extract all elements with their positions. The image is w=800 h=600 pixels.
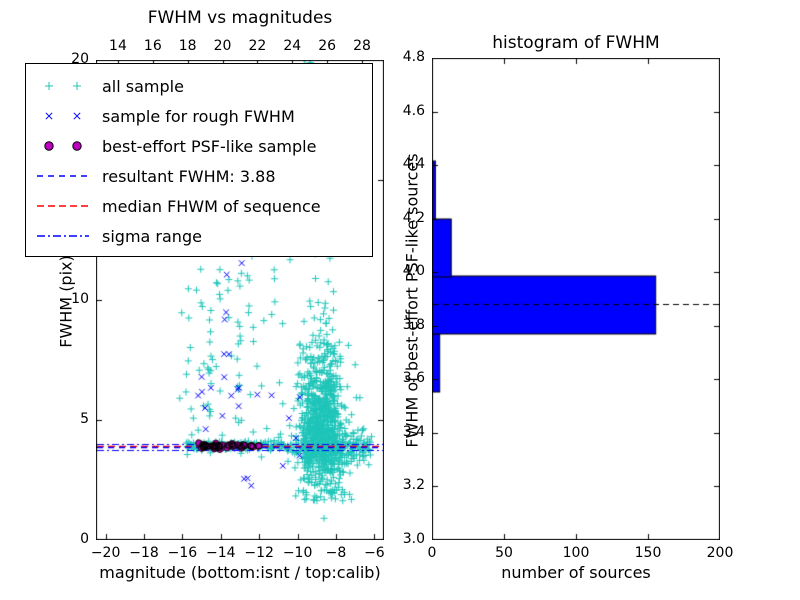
scatter-x-top-tick-label: 24 (283, 38, 302, 54)
histogram-y-tick-label: 4.8 (402, 49, 425, 65)
histogram-y-tick-label: 3.8 (402, 316, 425, 333)
scatter-x-bottom-tick-label: −18 (129, 545, 159, 561)
legend-item: sample for rough FWHM (34, 101, 372, 131)
legend-label: best-effort PSF-like sample (102, 136, 317, 156)
histogram-canvas (432, 58, 720, 540)
legend-item: sigma range (34, 221, 372, 251)
histogram-xaxis-label: number of sources (501, 563, 651, 582)
histogram-x-tick-label: 0 (427, 545, 437, 561)
line-style-icon (37, 175, 89, 177)
plus-marker-icon (45, 82, 81, 90)
legend-label: sigma range (102, 226, 202, 246)
legend-label: median FHWM of sequence (102, 196, 321, 216)
legend-label: all sample (102, 76, 184, 96)
histogram-y-tick-label: 4.4 (402, 156, 425, 173)
line-style-icon (37, 205, 89, 207)
histogram-y-tick-label: 3.4 (402, 423, 425, 440)
scatter-x-top-tick-label: 18 (178, 38, 197, 54)
histogram-yaxis-label: FWHM of best-effort PSF-like sources (402, 153, 422, 448)
scatter-x-top-tick-label: 28 (353, 38, 371, 54)
legend-item: resultant FWHM: 3.88 (34, 161, 372, 191)
scatter-x-top-tick-label: 16 (143, 38, 162, 54)
histogram-x-tick-label: 100 (562, 545, 590, 561)
histogram-y-tick-label: 3.0 (402, 531, 425, 547)
scatter-x-top-tick-label: 20 (213, 38, 232, 54)
line-style-icon (37, 235, 89, 237)
circle-marker-icon (44, 141, 82, 151)
histogram-title: histogram of FWHM (492, 33, 660, 53)
scatter-x-top-tick-label: 22 (248, 38, 267, 54)
scatter-x-bottom-tick-label: −10 (282, 545, 313, 561)
scatter-x-bottom-tick-label: −20 (90, 545, 121, 561)
histogram-y-tick-label: 3.2 (402, 477, 425, 494)
x-marker-icon (45, 112, 81, 120)
legend-item: best-effort PSF-like sample (34, 131, 372, 161)
legend-item: all sample (34, 71, 372, 101)
scatter-y-tick-label: 10 (71, 291, 89, 307)
scatter-x-bottom-tick-label: −16 (167, 545, 198, 561)
histogram-x-tick-label: 50 (495, 545, 513, 561)
legend-box: all sample sample for rough FWHM best-effo… (25, 63, 373, 257)
legend-label: sample for rough FWHM (102, 106, 295, 126)
scatter-plot-title: FWHM vs magnitudes (147, 8, 333, 28)
legend-item: median FHWM of sequence (34, 191, 372, 221)
scatter-x-top-tick-label: 26 (318, 38, 337, 54)
histogram-y-tick-label: 4.2 (402, 209, 425, 226)
scatter-x-bottom-tick-label: −6 (364, 545, 385, 561)
scatter-x-bottom-tick-label: −14 (206, 545, 236, 561)
histogram-y-tick-label: 4.6 (402, 102, 425, 119)
legend-label: resultant FWHM: 3.88 (102, 166, 276, 186)
histogram-y-tick-label: 4.0 (402, 263, 425, 280)
histogram-x-tick-label: 150 (634, 545, 662, 561)
scatter-x-top-tick-label: 14 (109, 38, 127, 54)
scatter-y-tick-label: 5 (80, 411, 89, 427)
scatter-y-tick-label: 0 (80, 531, 89, 547)
scatter-x-bottom-tick-label: −8 (325, 545, 347, 561)
scatter-xaxis-label: magnitude (bottom:isnt / top:calib) (99, 563, 381, 582)
scatter-x-bottom-tick-label: −12 (244, 545, 274, 561)
histogram-x-tick-label: 200 (706, 545, 734, 561)
histogram-y-tick-label: 3.6 (402, 370, 425, 387)
